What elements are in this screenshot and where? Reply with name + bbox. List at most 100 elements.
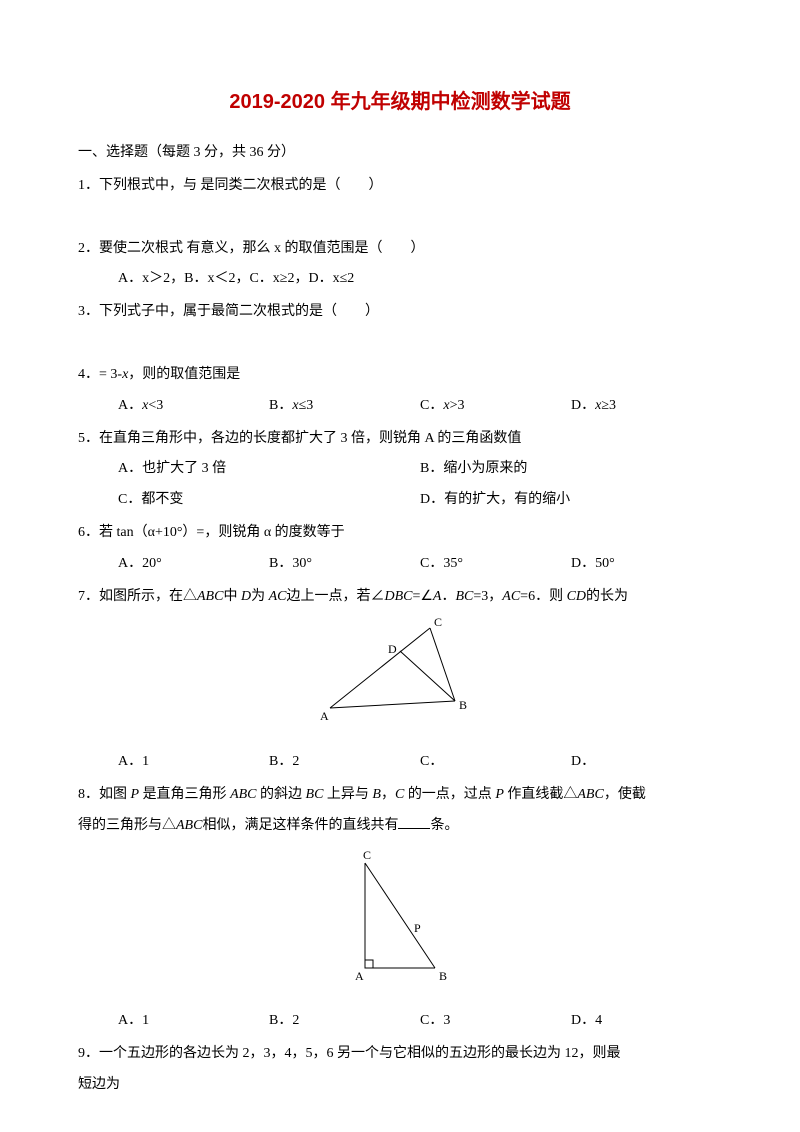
- q8-v8: ABC: [176, 818, 202, 833]
- q9-text-2: 短边为: [78, 1070, 722, 1101]
- q8-p5: ，: [381, 787, 395, 802]
- q8-p6: 的一点，过点: [404, 787, 495, 802]
- q7-text: 7．如图所示，在△ABC中 D为 AC边上一点，若∠DBC=∠A．BC=3，AC…: [78, 582, 722, 613]
- q8-p4: 上异与: [323, 787, 372, 802]
- q7-p8: =6．则: [520, 589, 566, 604]
- question-2: 2．要使二次根式 有意义，那么 x 的取值范围是（ ） A．x＞2，B．x＜2，…: [78, 234, 722, 296]
- q8-opt-d: D．4: [571, 1006, 722, 1037]
- q4-opt-b: B．x≤3: [269, 391, 420, 422]
- question-9: 9．一个五边形的各边长为 2，3，4，5，6 另一个与它相似的五边形的最长边为 …: [78, 1039, 722, 1101]
- q8-opt-c: C．3: [420, 1006, 571, 1037]
- q5-options: A．也扩大了 3 倍 B．缩小为原来的 C．都不变 D．有的扩大，有的缩小: [78, 454, 722, 516]
- q7-p4: 边上一点，若∠: [286, 589, 384, 604]
- q5-opt-b: B．缩小为原来的: [420, 454, 722, 485]
- q7-p1: 7．如图所示，在△: [78, 589, 197, 604]
- q8-v4: B: [372, 787, 381, 802]
- q8-figure: A B C P: [78, 848, 722, 1001]
- q8-l2b: 相似，满足这样条件的直线共有: [202, 818, 398, 833]
- q5-text: 5．在直角三角形中，各边的长度都扩大了 3 倍，则锐角 A 的三角函数值: [78, 424, 722, 455]
- q4-opt-d: D．x≥3: [571, 391, 722, 422]
- q1-text: 1．下列根式中，与 是同类二次根式的是（ ）: [78, 171, 722, 202]
- q7-options: A．1 B．2 C． D．: [78, 747, 722, 778]
- q7-v7: AC: [502, 589, 520, 604]
- q4-a-lbl: A．: [118, 398, 142, 413]
- q4-options: A．x<3 B．x≤3 C．x>3 D．x≥3: [78, 391, 722, 422]
- q8-p8: ，使截: [604, 787, 646, 802]
- q4-b-rest: ≤3: [299, 398, 314, 413]
- q8-p2: 是直角三角形: [139, 787, 230, 802]
- q4-c-rest: >3: [450, 398, 465, 413]
- q5-opt-d: D．有的扩大，有的缩小: [420, 485, 722, 516]
- q4-d-lbl: D．: [571, 398, 595, 413]
- q8-v6: P: [495, 787, 504, 802]
- q7-v1: ABC: [197, 589, 223, 604]
- question-3: 3．下列式子中，属于最简二次根式的是（ ）: [78, 297, 722, 358]
- q8-v1: P: [131, 787, 140, 802]
- q7-p9: 的长为: [586, 589, 628, 604]
- q8-v2: ABC: [230, 787, 256, 802]
- q7-p2: 中: [223, 589, 241, 604]
- question-5: 5．在直角三角形中，各边的长度都扩大了 3 倍，则锐角 A 的三角函数值 A．也…: [78, 424, 722, 516]
- triangle-dbc-icon: ABCD: [320, 618, 480, 728]
- q8-v5: C: [395, 787, 404, 802]
- q9-text: 9．一个五边形的各边长为 2，3，4，5，6 另一个与它相似的五边形的最长边为 …: [78, 1039, 722, 1070]
- q8-l2c: 条。: [430, 818, 458, 833]
- q5-opt-a: A．也扩大了 3 倍: [118, 454, 420, 485]
- q8-p1: 8．如图: [78, 787, 131, 802]
- svg-text:A: A: [320, 709, 329, 723]
- q4-b-lbl: B．: [269, 398, 292, 413]
- q3-blank: [78, 328, 722, 358]
- q7-v8: CD: [567, 589, 586, 604]
- q6-opt-b: B．30°: [269, 549, 420, 580]
- q4-d-rest: ≥3: [601, 398, 616, 413]
- q7-p7: =3，: [473, 589, 502, 604]
- q8-text-2: 得的三角形与△ABC相似，满足这样条件的直线共有 条。: [78, 811, 722, 842]
- q7-v3: AC: [269, 589, 287, 604]
- svg-text:B: B: [439, 969, 447, 983]
- q6-opt-d: D．50°: [571, 549, 722, 580]
- svg-text:P: P: [414, 921, 421, 935]
- q8-l2a: 得的三角形与△: [78, 818, 176, 833]
- q4-suffix: ，则的取值范围是: [128, 367, 240, 382]
- q7-opt-b: B．2: [269, 747, 420, 778]
- q8-text: 8．如图 P 是直角三角形 ABC 的斜边 BC 上异与 B，C 的一点，过点 …: [78, 780, 722, 811]
- q8-p7: 作直线截△: [504, 787, 578, 802]
- q4-text: 4．= 3-x，则的取值范围是: [78, 360, 722, 391]
- svg-text:C: C: [434, 618, 442, 629]
- q7-opt-d: D．: [571, 747, 722, 778]
- q6-options: A．20° B．30° C．35° D．50°: [78, 549, 722, 580]
- question-4: 4．= 3-x，则的取值范围是 A．x<3 B．x≤3 C．x>3 D．x≥3: [78, 360, 722, 422]
- q2-text: 2．要使二次根式 有意义，那么 x 的取值范围是（ ）: [78, 234, 722, 265]
- question-8: 8．如图 P 是直角三角形 ABC 的斜边 BC 上异与 B，C 的一点，过点 …: [78, 780, 722, 1037]
- q6-opt-c: C．35°: [420, 549, 571, 580]
- q6-opt-a: A．20°: [118, 549, 269, 580]
- q3-text: 3．下列式子中，属于最简二次根式的是（ ）: [78, 297, 722, 328]
- q2-options: A．x＞2，B．x＜2，C．x≥2，D．x≤2: [78, 264, 722, 295]
- q5-opt-c: C．都不变: [118, 485, 420, 516]
- q4-c-lbl: C．: [420, 398, 443, 413]
- q7-opt-c: C．: [420, 747, 571, 778]
- q8-options: A．1 B．2 C．3 D．4: [78, 1006, 722, 1037]
- right-triangle-icon: A B C P: [345, 848, 455, 988]
- q8-opt-b: B．2: [269, 1006, 420, 1037]
- q1-blank: [78, 202, 722, 232]
- question-7: 7．如图所示，在△ABC中 D为 AC边上一点，若∠DBC=∠A．BC=3，AC…: [78, 582, 722, 778]
- q8-v7: ABC: [577, 787, 603, 802]
- q7-v6: BC: [455, 589, 473, 604]
- q8-blank-underline: [398, 815, 430, 829]
- q7-figure: ABCD: [78, 618, 722, 741]
- svg-text:B: B: [459, 698, 467, 712]
- page-title: 2019-2020 年九年级期中检测数学试题: [78, 80, 722, 124]
- q7-p5: =∠: [412, 589, 432, 604]
- svg-text:C: C: [363, 848, 371, 862]
- q8-opt-a: A．1: [118, 1006, 269, 1037]
- q7-opt-a: A．1: [118, 747, 269, 778]
- q4-prefix: 4．= 3-: [78, 367, 122, 382]
- q8-p3: 的斜边: [257, 787, 306, 802]
- q7-v2: D: [241, 589, 251, 604]
- q4-opt-c: C．x>3: [420, 391, 571, 422]
- q6-text: 6．若 tan（α+10°）=，则锐角 α 的度数等于: [78, 518, 722, 549]
- svg-text:A: A: [355, 969, 364, 983]
- question-6: 6．若 tan（α+10°）=，则锐角 α 的度数等于 A．20° B．30° …: [78, 518, 722, 580]
- q4-opt-a: A．x<3: [118, 391, 269, 422]
